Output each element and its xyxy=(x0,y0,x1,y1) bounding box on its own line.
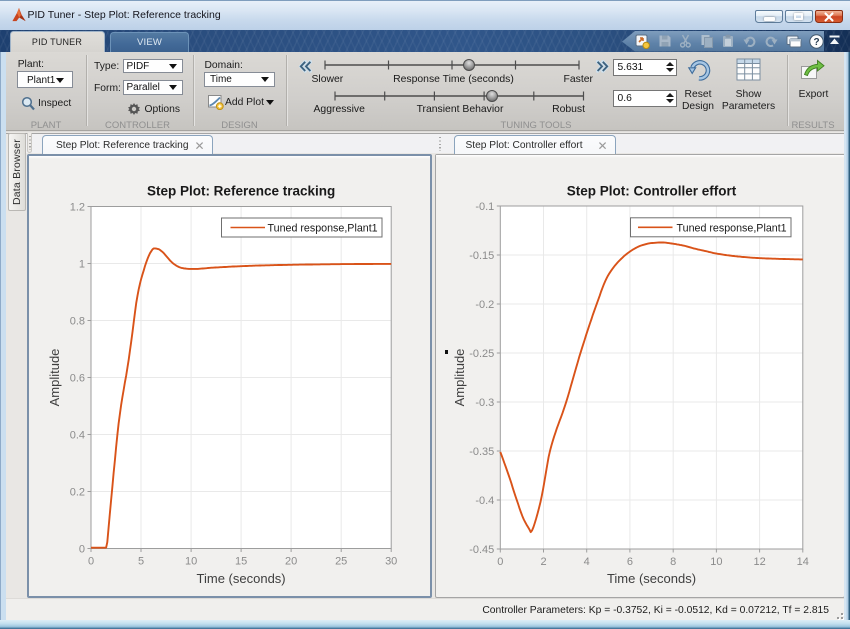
svg-text:0.4: 0.4 xyxy=(69,429,84,441)
svg-text:10: 10 xyxy=(710,556,722,568)
svg-text:4: 4 xyxy=(583,556,589,568)
svg-text:25: 25 xyxy=(335,555,347,567)
svg-text:-0.3: -0.3 xyxy=(475,396,494,408)
svg-text:1: 1 xyxy=(78,258,84,270)
svg-text:?: ? xyxy=(813,37,819,48)
svg-text:-0.25: -0.25 xyxy=(469,347,494,359)
svg-text:0: 0 xyxy=(78,543,84,555)
svg-text:0.6: 0.6 xyxy=(69,372,84,384)
svg-text:Amplitude: Amplitude xyxy=(452,348,467,406)
svg-text:8: 8 xyxy=(670,556,676,568)
svg-text:1.2: 1.2 xyxy=(69,201,84,213)
svg-text:Tuned response,Plant1: Tuned response,Plant1 xyxy=(676,222,786,234)
svg-text:Step Plot: Reference tracking: Step Plot: Reference tracking xyxy=(146,183,334,198)
svg-text:-0.45: -0.45 xyxy=(469,543,494,555)
svg-text:0.2: 0.2 xyxy=(69,486,84,498)
svg-text:0: 0 xyxy=(87,555,93,567)
svg-text:12: 12 xyxy=(753,556,765,568)
svg-text:2: 2 xyxy=(540,556,546,568)
svg-text:5: 5 xyxy=(137,555,143,567)
svg-text:-0.4: -0.4 xyxy=(475,494,494,506)
svg-text:Step Plot: Controller effort: Step Plot: Controller effort xyxy=(566,183,736,198)
svg-text:Tuned response,Plant1: Tuned response,Plant1 xyxy=(267,222,377,234)
svg-text:Amplitude: Amplitude xyxy=(47,348,62,406)
svg-text:0.8: 0.8 xyxy=(69,315,84,327)
svg-text:Time (seconds): Time (seconds) xyxy=(606,571,695,586)
svg-text:20: 20 xyxy=(284,555,296,567)
svg-text:-0.35: -0.35 xyxy=(469,445,494,457)
svg-text:-0.2: -0.2 xyxy=(475,298,494,310)
svg-text:0: 0 xyxy=(497,556,503,568)
svg-text:-0.15: -0.15 xyxy=(469,249,494,261)
svg-text:15: 15 xyxy=(234,555,246,567)
svg-text:6: 6 xyxy=(626,556,632,568)
svg-text:30: 30 xyxy=(385,555,397,567)
svg-text:-0.1: -0.1 xyxy=(475,200,494,212)
svg-text:Time (seconds): Time (seconds) xyxy=(196,571,285,586)
svg-text:14: 14 xyxy=(796,556,808,568)
svg-text:10: 10 xyxy=(184,555,196,567)
